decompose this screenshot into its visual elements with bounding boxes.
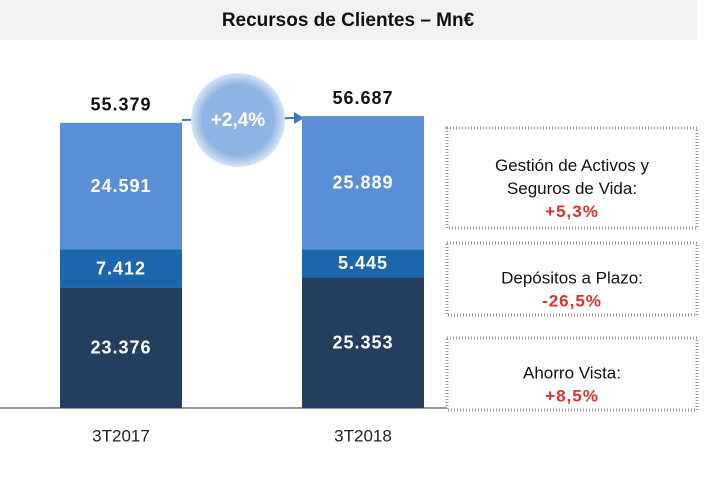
note-change: +8,5% [545,386,599,405]
x-tick-label: 3T2017 [92,426,150,445]
value-label: 24.591 [90,176,151,196]
value-label: 23.376 [90,338,151,358]
note-box [445,336,699,412]
note-change: -26,5% [542,291,602,310]
bar-segment [60,249,182,288]
note-box [445,241,699,317]
notes: Gestión de Activos y Seguros de Vida: +5,3… [445,126,699,412]
arrow-head [294,112,304,124]
title-bar [0,0,697,40]
bar-segment [60,287,182,408]
note-text: Seguros de Vida: [507,179,637,198]
bar-segment [302,116,424,250]
bar-segment [60,122,182,250]
x-tick-label: 3T2018 [334,426,392,445]
growth-bubble [191,73,285,167]
note-text: Ahorro Vista: [523,363,621,382]
bar-segment [302,277,424,408]
note-text: Depósitos a Plazo: [501,268,643,287]
total-label: 55.379 [90,95,151,115]
value-label: 5.445 [338,253,388,273]
growth-label: +2,4% [211,110,266,131]
note-box [445,126,699,230]
value-label: 7.412 [96,258,146,278]
note-change: +5,3% [545,202,599,221]
value-label: 25.889 [332,172,393,192]
bar-segment [302,249,424,278]
total-label: 56.687 [332,88,393,108]
value-label: 25.353 [332,332,393,352]
note-text: Gestión de Activos y [495,156,650,175]
chart-title: Recursos de Clientes – Mn€ [222,10,475,31]
